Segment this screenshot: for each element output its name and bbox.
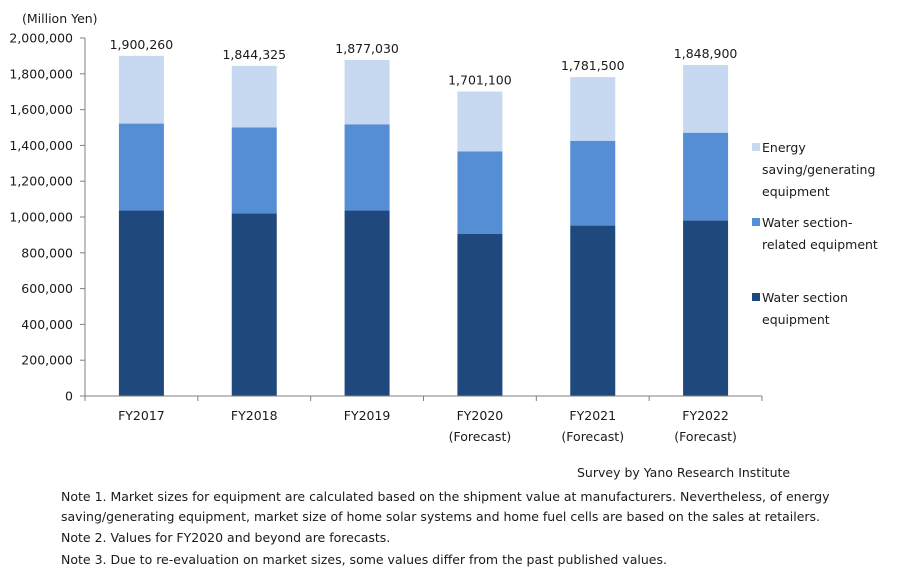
legend-label: related equipment [762, 237, 878, 252]
bar-segment [683, 65, 729, 133]
bar-segment [457, 234, 503, 396]
y-tick-label: 1,600,000 [9, 102, 73, 117]
legend-swatch [752, 143, 760, 151]
bar-total-label: 1,848,900 [674, 46, 738, 61]
legend-swatch [752, 293, 760, 301]
bar-segment [231, 213, 277, 396]
bar-segment [570, 77, 616, 141]
bar-total-label: 1,781,500 [561, 58, 625, 73]
x-tick-label: FY2017 [118, 408, 165, 423]
legend-label: Water section [762, 290, 848, 305]
bar-segment [231, 65, 277, 128]
y-axis-unit-label: (Million Yen) [22, 11, 98, 26]
bar-segment [231, 127, 277, 214]
bar-total-label: 1,877,030 [335, 41, 399, 56]
legend-label: Energy [762, 140, 806, 155]
bar-segment [570, 140, 616, 226]
bar-segment [683, 220, 729, 396]
stacked-bar-chart: (Million Yen) 0 200,000 400,000 600,000 800,0… [9, 11, 878, 444]
y-tick-label: 600,000 [21, 281, 73, 296]
bar-segment [118, 123, 164, 211]
bar-total-label: 1,900,260 [110, 37, 174, 52]
bar-segment [683, 132, 729, 221]
x-tick-label: FY2018 [231, 408, 278, 423]
y-tick-label: 400,000 [21, 317, 73, 332]
note-2: Note 2. Values for FY2020 and beyond are… [61, 530, 391, 545]
x-tick-label: (Forecast) [449, 429, 512, 444]
legend-label: equipment [762, 184, 830, 199]
x-tick-label: FY2022 [682, 408, 729, 423]
y-tick-label: 800,000 [21, 245, 73, 260]
bar-segment [344, 124, 390, 211]
y-tick-label: 0 [65, 389, 73, 404]
bar-total-label: 1,844,325 [222, 47, 286, 62]
y-tick-label: 2,000,000 [9, 31, 73, 46]
bar-segment [344, 210, 390, 396]
y-tick-label: 1,000,000 [9, 210, 73, 225]
y-tick-label: 1,400,000 [9, 138, 73, 153]
legend-label: saving/generating [762, 162, 875, 177]
x-tick-label: FY2021 [569, 408, 616, 423]
x-tick-label: (Forecast) [561, 429, 624, 444]
x-tick-label: FY2020 [457, 408, 504, 423]
bar-segment [118, 55, 164, 124]
bar-total-label: 1,701,100 [448, 73, 512, 88]
x-tick-label: (Forecast) [674, 429, 737, 444]
legend-swatch [752, 218, 760, 226]
bar-segment [570, 225, 616, 396]
y-tick-label: 200,000 [21, 353, 73, 368]
y-tick-label: 1,800,000 [9, 66, 73, 81]
note-1: Note 1. Market sizes for equipment are c… [61, 489, 830, 524]
bar-segment [457, 151, 503, 235]
bar-segment [118, 210, 164, 396]
notes-block: Note 1. Market sizes for equipment are c… [61, 487, 841, 571]
bar-segment [344, 60, 390, 125]
bar-segment [457, 91, 503, 152]
note-3: Note 3. Due to re-evaluation on market s… [61, 551, 667, 567]
x-tick-label: FY2019 [344, 408, 391, 423]
legend-label: equipment [762, 312, 830, 327]
legend-label: Water section- [762, 215, 852, 230]
y-tick-label: 1,200,000 [9, 174, 73, 189]
source-credit: Survey by Yano Research Institute [577, 465, 791, 480]
